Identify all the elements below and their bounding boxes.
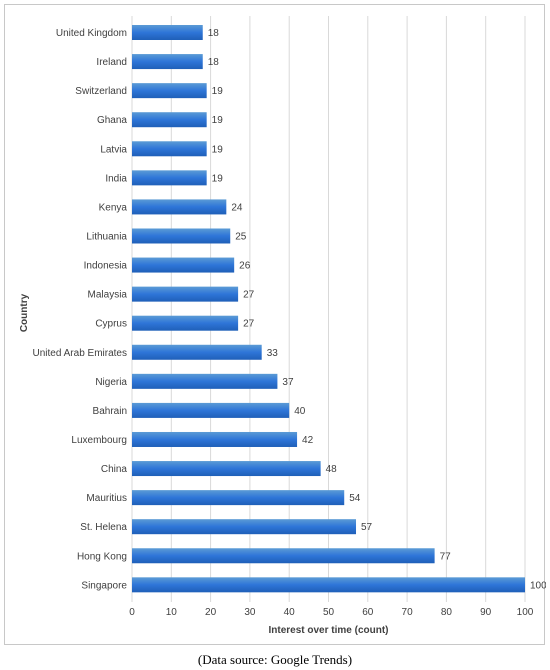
category-label: St. Helena	[80, 522, 127, 533]
category-label: Nigeria	[95, 377, 127, 388]
chart-frame: United Kingdom Ireland Switzerland Ghana Lat…	[4, 4, 546, 645]
bar	[132, 548, 435, 564]
data-label: 19	[212, 173, 224, 184]
x-tick-label: 90	[480, 607, 492, 618]
bar	[132, 490, 345, 506]
data-label: 27	[243, 290, 255, 301]
category-label: Singapore	[81, 580, 127, 591]
x-tick-label: 70	[402, 607, 414, 618]
bar	[132, 577, 525, 593]
category-label: Latvia	[100, 144, 127, 155]
category-label: Lithuania	[86, 231, 127, 242]
category-label: Luxembourg	[71, 435, 127, 446]
x-tick-label: 20	[205, 607, 217, 618]
category-label: India	[105, 173, 127, 184]
category-labels: United Kingdom Ireland Switzerland Ghana Lat…	[33, 28, 128, 591]
category-label: China	[101, 464, 128, 475]
source-caption: (Data source: Google Trends)	[197, 652, 353, 667]
x-tick-label: 60	[362, 607, 374, 618]
category-label: Kenya	[99, 202, 128, 213]
x-tick-label: 50	[323, 607, 335, 618]
data-label: 54	[349, 493, 361, 504]
data-label: 37	[282, 377, 294, 388]
gridlines	[131, 16, 526, 602]
x-tick-label: 80	[441, 607, 453, 618]
category-label: United Arab Emirates	[33, 348, 128, 359]
category-label: Malaysia	[88, 290, 128, 301]
data-label: 100	[530, 580, 546, 591]
data-label: 26	[239, 261, 251, 272]
bar-chart: United Kingdom Ireland Switzerland Ghana Lat…	[19, 16, 546, 636]
bar	[132, 199, 227, 215]
data-label: 24	[231, 202, 243, 213]
category-label: Bahrain	[93, 406, 127, 417]
category-label: Mauritius	[86, 493, 127, 504]
bar	[132, 519, 357, 535]
data-label: 18	[208, 28, 220, 39]
bar	[132, 25, 203, 40]
data-label: 18	[208, 57, 220, 68]
y-axis-title: Country	[19, 293, 30, 332]
data-label: 27	[243, 319, 255, 330]
data-label: 57	[361, 522, 373, 533]
category-label: Cyprus	[95, 319, 127, 330]
bar	[132, 461, 321, 477]
x-axis-title: Interest over time (count)	[268, 625, 388, 636]
data-labels: 18 18 19 19 19 19 24 25 26 27 27 33 37 40 42 48 54 57 77 10…	[208, 28, 546, 591]
data-label: 19	[212, 144, 224, 155]
bar	[132, 112, 207, 128]
x-tick-label: 0	[129, 607, 135, 618]
category-label: Indonesia	[84, 261, 128, 272]
bar	[132, 228, 231, 244]
x-tick-label: 10	[166, 607, 178, 618]
x-tick-label: 100	[517, 607, 534, 618]
category-label: Ireland	[96, 57, 127, 68]
bar	[132, 257, 235, 273]
bar	[132, 344, 262, 360]
bar	[132, 402, 290, 418]
data-label: 19	[212, 115, 224, 126]
bar	[132, 54, 203, 70]
x-tick-labels: 0 10 20 30 40 50 60 70 80 90 100	[129, 607, 534, 618]
data-label: 33	[267, 348, 279, 359]
bar	[132, 315, 239, 331]
data-label: 19	[212, 86, 224, 97]
x-tick-label: 40	[284, 607, 296, 618]
bar	[132, 170, 207, 186]
category-label: Hong Kong	[77, 551, 127, 562]
category-label: Ghana	[97, 115, 127, 126]
x-tick-label: 30	[244, 607, 256, 618]
category-label: United Kingdom	[56, 28, 127, 39]
bar	[132, 431, 298, 447]
category-label: Switzerland	[75, 86, 127, 97]
data-label: 77	[440, 551, 452, 562]
bar	[132, 286, 239, 302]
data-label: 25	[235, 231, 247, 242]
data-label: 40	[294, 406, 306, 417]
bar	[132, 141, 207, 157]
bar	[132, 83, 207, 99]
bar	[132, 373, 278, 389]
bars	[132, 25, 525, 593]
data-label: 48	[326, 464, 338, 475]
data-label: 42	[302, 435, 314, 446]
